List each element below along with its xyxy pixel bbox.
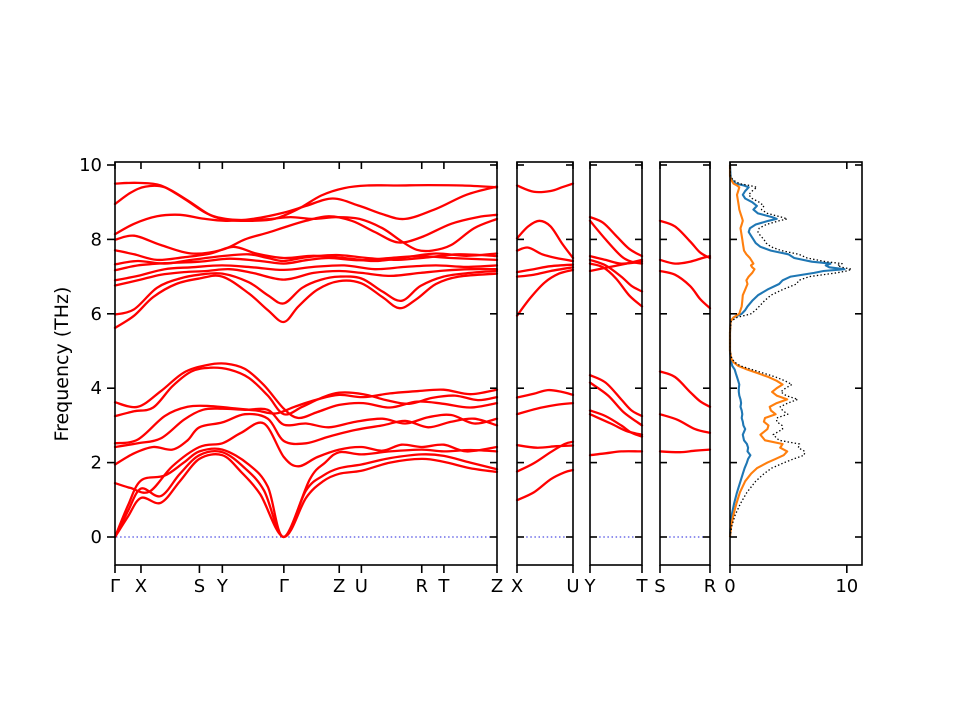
phonon-band-curve (588, 409, 644, 438)
phonon-band-curve (515, 263, 575, 274)
phonon-band-curve (515, 219, 575, 260)
phonon-band-curve (658, 413, 712, 434)
phonon-band-curve (113, 366, 499, 418)
phonon-band-curve (658, 448, 712, 454)
x-tick-label: 0 (724, 576, 735, 597)
phonon-band-curve (658, 370, 712, 408)
x-tick-label: R (415, 576, 428, 597)
y-tick-label: 8 (91, 229, 102, 250)
phonon-band-curve (588, 262, 644, 308)
phonon-band-curve (588, 374, 644, 418)
phonon-band-curve (113, 213, 499, 255)
x-tick-label: S (194, 576, 205, 597)
y-tick-label: 4 (91, 378, 102, 399)
phonon-band-curve (588, 450, 644, 457)
phonon-band-curve (515, 388, 575, 399)
phonon-band-curve (515, 182, 575, 194)
phonon-band-curve (588, 413, 644, 436)
x-tick-label: X (511, 576, 523, 597)
phonon-band-curve (515, 440, 575, 473)
x-tick-label: U (355, 576, 368, 597)
phonon-band-curve (113, 253, 499, 266)
x-tick-label: Z (333, 576, 345, 597)
phonon-band-curve (113, 272, 499, 330)
x-tick-label: Γ (279, 576, 289, 597)
x-tick-label: U (566, 576, 579, 597)
x-tick-label: R (704, 576, 717, 597)
x-tick-label: T (636, 576, 649, 597)
phonon-band-curve (113, 264, 499, 282)
phonon-band-curve (113, 407, 499, 449)
dos-total-curve (729, 164, 853, 538)
y-tick-label: 6 (91, 304, 102, 325)
phonon-band-curve (113, 185, 499, 236)
y-tick-label: 2 (91, 453, 102, 474)
phonon-band-curve (113, 412, 499, 466)
dos-projection-2-curve (728, 165, 789, 538)
x-tick-label: X (135, 576, 147, 597)
phonon-band-curve (515, 401, 575, 416)
phonon-band-curve (588, 381, 644, 427)
y-tick-label: 0 (91, 527, 102, 548)
phonon-band-curve (658, 219, 712, 260)
phonon-band-curve (113, 269, 499, 316)
phonon-band-curve (515, 468, 575, 502)
x-tick-label: Γ (110, 576, 120, 597)
phonon-band-curve (515, 246, 575, 263)
phonon-band-curve (113, 181, 499, 253)
y-tick-label: 10 (79, 155, 102, 176)
x-tick-label: T (437, 576, 450, 597)
phonon-band-curve (113, 267, 499, 287)
x-tick-label: S (654, 576, 665, 597)
SR-panel-frame (659, 161, 711, 566)
phonon-band-curve (588, 219, 644, 265)
phonon-band-curve (515, 266, 575, 278)
phonon-band-curve (588, 258, 644, 293)
phonon-band-curve (658, 269, 712, 310)
x-tick-label: Y (216, 576, 229, 597)
x-tick-label: Y (584, 576, 597, 597)
x-tick-label: Z (491, 576, 503, 597)
phonon-band-curve (113, 388, 499, 445)
dos-projection-1-curve (728, 164, 846, 538)
phonon-band-curve (588, 215, 644, 258)
dos-panel-frame (729, 161, 863, 566)
phonon-band-curve (515, 268, 575, 317)
x-tick-label: 10 (835, 576, 858, 597)
phonon-band-curve (113, 421, 499, 494)
main-kpath-panel-frame (114, 161, 498, 566)
YT-panel-frame (589, 161, 643, 566)
phonon-band-curve (515, 443, 575, 449)
phonon-band-curve (113, 245, 499, 263)
phonon-band-curve (658, 254, 712, 265)
phonon-band-curve (113, 362, 499, 420)
XU-panel-frame (516, 161, 574, 566)
